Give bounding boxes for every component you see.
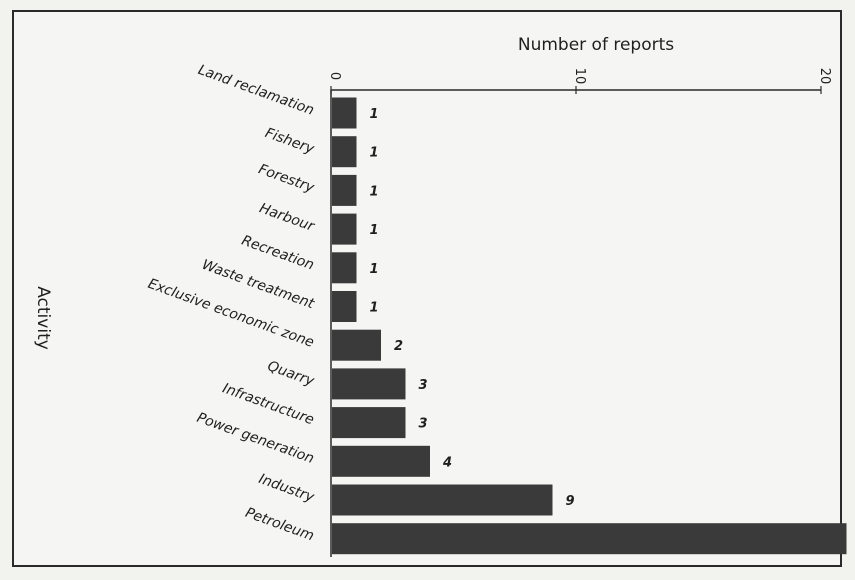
bar-5 [332,291,357,322]
value-label-5: 1 [370,301,379,316]
value-label-0: 1 [370,107,379,122]
value-label-3: 1 [370,223,379,238]
bar-9 [332,445,430,477]
category-label-7: Quarry [265,358,317,390]
value-label-1: 1 [370,146,379,161]
x-axis-title: Number of reports [518,35,674,55]
y-axis-title: Activity [33,286,53,350]
value-label-7: 3 [419,378,428,393]
x-tick-label-10: 10 [572,68,587,85]
bar-6 [332,329,381,361]
value-label-9: 4 [442,455,452,470]
bar-7 [332,368,406,400]
category-label-4: Recreation [239,233,316,274]
value-label-8: 3 [419,417,428,432]
bar-0 [332,97,357,129]
bar-8 [332,407,406,439]
category-label-1: Fishery [263,125,317,158]
x-tick-label-20: 20 [817,68,832,85]
value-label-4: 1 [370,262,379,277]
bar-11 [332,523,847,555]
bar-4 [332,252,357,284]
bar-10 [332,484,553,516]
value-label-2: 1 [370,184,379,199]
bar-2 [332,174,357,206]
bar-1 [332,136,357,168]
value-labels: 1111112334921 [370,107,575,509]
bars-group [332,97,847,555]
category-label-10: Industry [257,471,317,506]
x-tick-label-0: 0 [327,72,342,80]
x-axis-ticks: 0 10 20 [327,68,832,94]
category-label-3: Harbour [257,200,317,235]
category-label-2: Forestry [256,161,316,196]
category-label-8: Infrastructure [220,380,316,428]
value-label-10: 9 [566,494,575,509]
category-label-11: Petroleum [243,505,316,545]
bar-3 [332,213,357,245]
category-label-0: Land reclamation [196,62,316,119]
value-label-6: 2 [394,339,403,354]
